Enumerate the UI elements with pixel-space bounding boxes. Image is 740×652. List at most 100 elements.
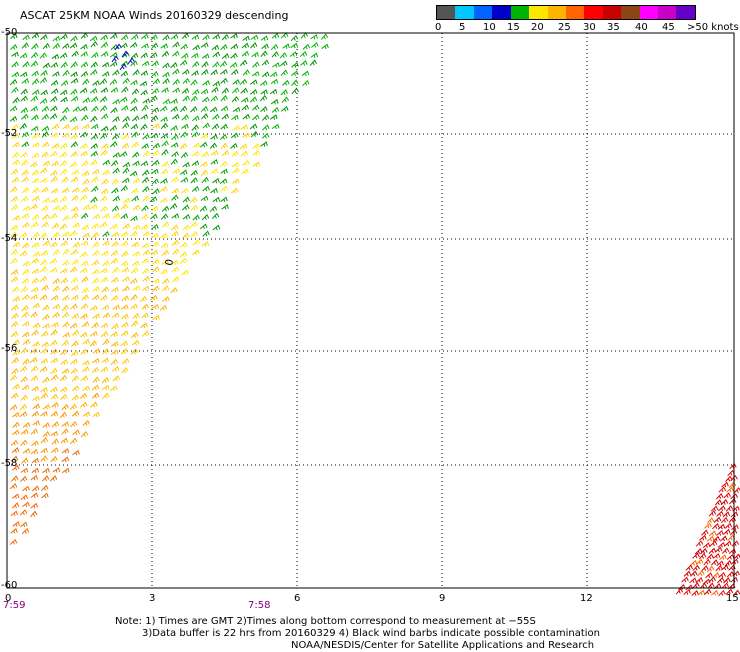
wind-barb <box>132 204 141 211</box>
wind-barb <box>110 107 118 114</box>
wind-barb <box>182 213 191 220</box>
wind-barb <box>252 61 260 68</box>
wind-barb <box>100 41 109 48</box>
wind-barb <box>31 177 40 184</box>
wind-barb <box>270 114 278 120</box>
wind-barb <box>271 106 280 113</box>
wind-barb <box>140 160 149 167</box>
wind-barb <box>120 304 129 310</box>
wind-barb <box>90 150 99 157</box>
wind-barb <box>60 393 68 400</box>
wind-barb <box>21 331 30 338</box>
colorbar-label: 15 <box>507 22 520 33</box>
wind-barb <box>109 78 118 86</box>
wind-barb <box>220 160 228 168</box>
wind-barb <box>212 51 221 58</box>
wind-barb <box>270 98 279 105</box>
wind-barb <box>110 33 118 40</box>
wind-barb <box>11 86 19 94</box>
wind-barb <box>716 493 724 500</box>
wind-barb <box>229 62 238 68</box>
wind-barb <box>49 267 58 273</box>
wind-barb <box>9 374 18 381</box>
map-gridlines <box>7 33 734 588</box>
wind-barb <box>131 267 139 274</box>
wind-barb <box>82 204 90 210</box>
wind-barb <box>708 547 717 554</box>
wind-barb <box>131 339 140 346</box>
wind-barb <box>121 142 130 149</box>
wind-barb <box>161 50 170 57</box>
wind-barb <box>21 528 30 535</box>
wind-barb <box>59 52 68 59</box>
wind-barb <box>100 294 108 301</box>
wind-barb <box>9 538 18 545</box>
wind-barb <box>20 376 28 383</box>
wind-barb <box>182 161 190 168</box>
wind-barb <box>40 89 49 96</box>
wind-barb <box>190 231 199 238</box>
wind-barb <box>142 195 150 202</box>
wind-barb <box>112 167 120 174</box>
wind-barb <box>30 474 38 481</box>
wind-barb <box>71 50 79 57</box>
wind-barb <box>231 178 240 184</box>
wind-barb <box>80 61 89 68</box>
wind-barb <box>91 176 99 183</box>
wind-barb <box>179 59 188 66</box>
wind-barb <box>191 34 200 40</box>
wind-barb <box>61 295 70 301</box>
wind-barb <box>716 510 724 517</box>
colorbar-segment <box>676 6 695 19</box>
wind-barb <box>21 213 29 219</box>
wind-barb <box>70 95 79 102</box>
wind-barb <box>200 161 208 167</box>
wind-barb <box>212 224 221 231</box>
wind-barb <box>50 430 58 437</box>
wind-barb <box>79 331 88 338</box>
wind-barb <box>99 195 108 202</box>
wind-barb <box>62 248 70 256</box>
wind-barb <box>50 357 59 364</box>
wind-barb <box>710 505 719 512</box>
wind-barb <box>723 492 731 499</box>
wind-barb <box>151 159 160 166</box>
wind-barb <box>210 95 219 102</box>
wind-barb <box>121 50 129 58</box>
wind-barb <box>139 80 148 87</box>
wind-barb <box>192 44 200 51</box>
wind-barb <box>12 241 21 248</box>
wind-barb <box>31 125 39 132</box>
wind-barb <box>240 87 248 94</box>
wind-barb <box>112 152 121 158</box>
wind-barb <box>121 295 129 302</box>
wind-barb <box>12 521 20 527</box>
wind-barb <box>120 260 129 267</box>
wind-barb <box>212 33 220 40</box>
wind-barb <box>251 114 260 121</box>
wind-barb <box>11 51 19 57</box>
wind-barb <box>110 358 119 366</box>
wind-barb <box>10 168 19 175</box>
wind-barb <box>40 392 49 400</box>
wind-barb <box>39 366 48 372</box>
wind-barb <box>81 114 89 122</box>
wind-barb <box>100 322 109 329</box>
wind-barb <box>111 187 119 194</box>
wind-barb <box>152 188 160 195</box>
wind-barb <box>12 159 20 165</box>
wind-barb <box>79 105 88 112</box>
wind-barb <box>101 357 110 363</box>
wind-barb <box>82 178 90 185</box>
wind-barb <box>112 195 121 202</box>
wind-barb <box>40 410 48 417</box>
wind-barb <box>49 212 58 219</box>
wind-barb <box>51 160 59 167</box>
wind-barb <box>130 97 138 105</box>
wind-barb <box>52 205 61 211</box>
wind-barb <box>230 68 239 75</box>
wind-barb <box>71 259 79 266</box>
wind-barb <box>697 589 706 596</box>
wind-barb <box>100 113 109 120</box>
wind-barb <box>179 251 188 258</box>
